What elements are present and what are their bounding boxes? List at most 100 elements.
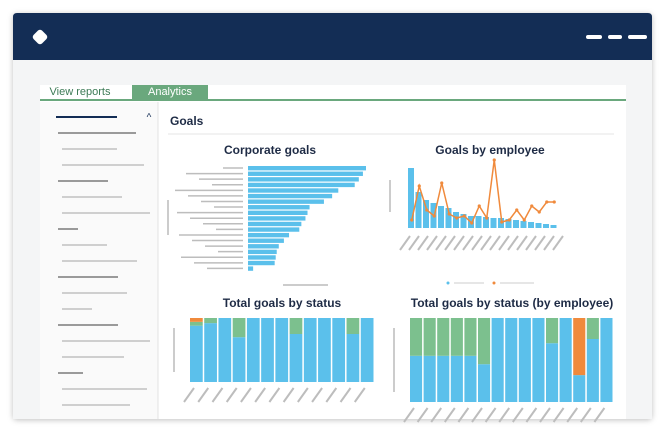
bar [415,192,422,228]
legend-dot [492,281,496,285]
bar [475,216,482,228]
bar-segment [218,318,232,382]
axis-label-placeholder [416,407,429,423]
bar-segment [532,318,545,402]
axis-label-placeholder [471,407,483,423]
header [13,13,652,60]
axis-label-placeholder [225,387,238,403]
bar-segment [289,334,303,382]
axis-label-placeholder [408,235,420,251]
chart-title: Goals by employee [435,143,545,157]
bar [248,182,355,188]
axis-label-placeholder [525,235,537,251]
bar-segment [190,318,203,322]
tab-label[interactable]: View reports [50,86,111,98]
bar [513,220,519,228]
line-point [530,204,534,208]
bar-segment [546,318,559,344]
bar-segment [464,318,477,356]
tab[interactable] [42,85,118,99]
axis-label-placeholder [539,407,551,423]
bar [248,205,310,210]
line [411,159,555,225]
bar-segment [190,321,203,326]
line-point [447,212,451,216]
line-point [440,181,444,185]
axis-label-placeholder [462,235,474,251]
line-point [507,218,511,222]
line-point [537,210,541,214]
axis-label-placeholder [197,387,210,403]
bar [520,221,527,228]
line-point [462,214,466,218]
bar [460,214,467,228]
axis-label-placeholder [311,387,323,403]
bar [248,221,302,227]
bar-segment [190,325,203,382]
tab-active[interactable] [132,85,208,99]
bar-segment [450,318,463,356]
bar [248,249,277,255]
bar [248,193,333,199]
line-point [455,216,459,220]
bar-segment [450,355,463,402]
axis-label-placeholder [579,407,592,423]
bar [248,232,290,238]
bar [248,260,275,266]
axis-label-placeholder [489,235,501,251]
axis-label-placeholder [534,235,546,251]
bar-segment [410,318,423,356]
bar [535,223,542,228]
line-point [522,218,526,222]
bar [248,244,279,249]
axis-label-placeholder [453,235,465,251]
bar-segment [518,318,531,402]
axis-label-placeholder [444,235,456,251]
axis-label-placeholder [552,235,564,251]
line-point [470,221,474,225]
bar [248,177,359,182]
section-title: Goals [170,114,204,128]
bar-segment [246,318,260,382]
axis-label-placeholder [498,407,511,423]
bar-segment [289,318,303,334]
axis-label-placeholder [498,235,510,251]
bar [505,219,512,228]
bar-segment [559,318,572,402]
logo[interactable] [32,29,49,46]
charts: Corporate goals Goals by employee Total go… [167,143,613,423]
bar-segment [410,355,423,402]
bar [248,227,300,232]
chart-title: Corporate goals [224,143,316,157]
axis-label-placeholder [353,387,366,403]
bar-segment [586,318,599,339]
line-point [492,158,496,162]
bar-segment [346,318,360,334]
bar-segment [505,318,518,402]
bar-segment [478,364,491,402]
bar [438,206,444,228]
bar [490,218,497,228]
line-point [410,218,414,222]
bar-segment [332,318,346,382]
line-point [477,204,481,208]
bar-segment [478,318,491,365]
axis-label-placeholder [339,387,352,403]
bar [483,217,489,228]
bar [248,166,366,171]
bar-segment [318,318,331,382]
legend-dot [446,281,450,285]
axis-label-placeholder [417,235,429,251]
tab-label[interactable]: Analytics [148,86,193,98]
line-point [552,200,556,204]
line-point [417,184,421,188]
bar [445,208,452,228]
axis-label-placeholder [211,387,224,403]
bar-segment [261,318,274,382]
bar [550,225,557,228]
bar [248,171,363,176]
axis-label-placeholder [254,387,266,403]
bar [543,224,549,228]
bar-segment [346,334,360,382]
